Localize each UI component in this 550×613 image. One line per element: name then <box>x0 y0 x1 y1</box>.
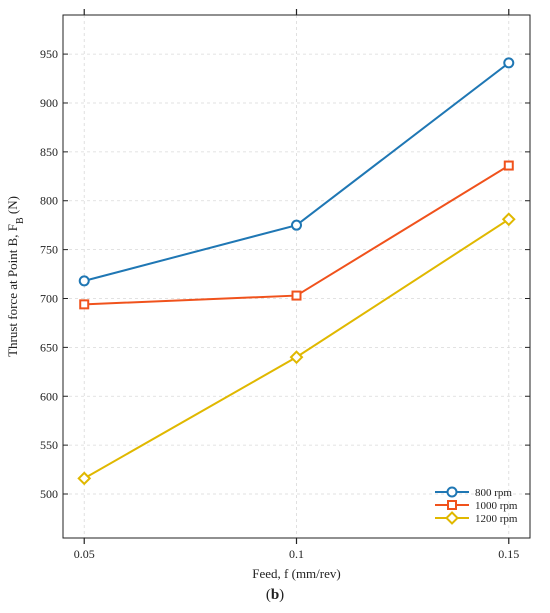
data-point <box>78 275 90 287</box>
grid-lines <box>63 15 530 538</box>
y-tick-label: 800 <box>40 194 58 208</box>
data-point <box>77 471 92 486</box>
caption-letter: b <box>270 587 280 603</box>
y-axis-title-main: Thrust force at Point B, F <box>5 224 20 357</box>
legend-label: 800 rpm <box>475 487 512 499</box>
series-2 <box>79 160 514 310</box>
legend-item-1: 800 rpm <box>435 486 512 499</box>
series-line <box>83 218 510 480</box>
legend-item-2: 1000 rpm <box>435 500 518 512</box>
series-group <box>77 57 516 486</box>
y-axis-title-unit: (N) <box>5 196 20 217</box>
y-tick-label: 700 <box>40 291 58 305</box>
data-point <box>289 350 304 365</box>
y-axis-title-subscript: B <box>15 217 26 224</box>
y-tick-label: 550 <box>40 438 58 452</box>
y-tick-label: 750 <box>40 243 58 257</box>
data-point <box>501 212 516 227</box>
data-point <box>79 299 90 310</box>
y-axis-title: Thrust force at Point B, FB (N) <box>5 196 26 357</box>
series-3 <box>77 212 516 486</box>
x-axis-title: Feed, f (mm/rev) <box>252 566 340 581</box>
y-tick-label: 900 <box>40 96 58 110</box>
data-point <box>291 290 302 301</box>
data-point <box>291 219 302 231</box>
caption-close-paren: ) <box>279 587 285 603</box>
axes: 500 550 600 650 700 750 800 850 900 950 0.05 0.1 0.1… <box>40 9 531 561</box>
y-tick-label: 500 <box>40 487 58 501</box>
y-tick-label: 850 <box>40 145 58 159</box>
legend-label: 1000 rpm <box>475 500 518 512</box>
series-1 <box>78 57 515 287</box>
x-tick-label: 0.15 <box>498 547 519 561</box>
data-point <box>503 57 515 69</box>
y-tick-label: 600 <box>40 389 58 403</box>
legend-label: 1200 rpm <box>475 513 518 525</box>
caption-open-paren: ( <box>265 587 271 603</box>
figure-caption: (b) <box>0 587 550 604</box>
series-line <box>84 164 510 306</box>
legend-marker <box>446 486 458 498</box>
x-tick-label: 0.1 <box>289 547 304 561</box>
data-point <box>503 160 514 171</box>
legend-marker <box>447 500 457 510</box>
y-tick-label: 650 <box>40 340 58 354</box>
x-tick-label: 0.05 <box>74 547 95 561</box>
y-tick-label: 950 <box>40 47 58 61</box>
legend-item-3: 1200 rpm <box>435 511 518 525</box>
legend-marker <box>445 511 459 525</box>
